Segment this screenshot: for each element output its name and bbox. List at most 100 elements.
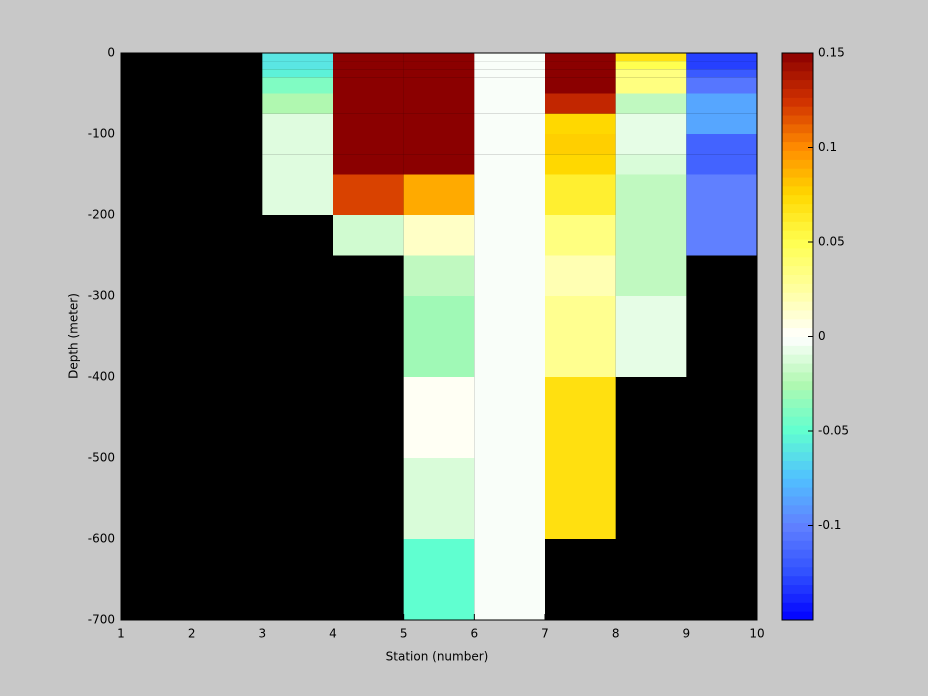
- x-tick-label: 9: [683, 627, 691, 641]
- y-tick-label: -400: [88, 370, 115, 384]
- heat-cell: [333, 113, 404, 134]
- colorbar-step: [782, 451, 813, 462]
- heat-cell: [474, 134, 545, 155]
- heat-cell: [615, 53, 687, 62]
- colorbar-step: [782, 168, 813, 178]
- heat-cell: [474, 61, 545, 70]
- heat-cell: [686, 174, 757, 215]
- heat-cell: [545, 77, 616, 94]
- heat-cell: [333, 154, 404, 175]
- heat-cell: [333, 174, 404, 215]
- colorbar-step: [782, 460, 813, 470]
- colorbar-step: [782, 566, 813, 577]
- y-tick-label: -600: [88, 532, 115, 546]
- x-tick-label: 2: [188, 627, 196, 641]
- heat-cell: [545, 69, 616, 78]
- colorbar-step: [782, 398, 813, 408]
- heat-cell: [333, 61, 404, 70]
- colorbar-tick-label: 0: [818, 329, 826, 343]
- colorbar-step: [782, 203, 813, 213]
- heat-cell: [474, 113, 545, 134]
- colorbar-step: [782, 478, 813, 488]
- heat-cell: [615, 296, 687, 377]
- heat-cell: [403, 255, 475, 296]
- heat-cell: [615, 215, 687, 256]
- heat-cell: [615, 134, 687, 155]
- heat-cell: [333, 77, 404, 94]
- heat-cell: [403, 77, 475, 94]
- x-axis-label: Station (number): [386, 650, 489, 664]
- colorbar-step: [782, 212, 813, 222]
- heat-cell: [262, 154, 333, 175]
- colorbar-step: [782, 540, 813, 550]
- colorbar-step: [782, 487, 813, 497]
- colorbar-step: [782, 531, 813, 541]
- heat-cell: [262, 134, 333, 155]
- heat-cell: [686, 53, 757, 62]
- heat-cell: [474, 377, 545, 458]
- y-tick-label: -100: [88, 127, 115, 141]
- colorbar-step: [782, 79, 813, 89]
- colorbar-step: [782, 549, 813, 559]
- heat-cell: [545, 215, 616, 256]
- heat-cell: [686, 154, 757, 175]
- heat-cell: [474, 154, 545, 175]
- heat-cell: [403, 53, 475, 62]
- colorbar-step: [782, 141, 813, 151]
- heat-cell: [403, 61, 475, 70]
- colorbar-step: [782, 301, 813, 311]
- heat-cell: [474, 458, 545, 539]
- heat-cell: [686, 93, 757, 114]
- colorbar-step: [782, 292, 813, 302]
- heat-cell: [262, 69, 333, 78]
- colorbar-step: [782, 442, 813, 453]
- heat-cell: [403, 93, 475, 114]
- heat-cell: [262, 113, 333, 134]
- heat-cell: [403, 215, 475, 256]
- colorbar-step: [782, 557, 813, 568]
- heat-cell: [262, 53, 333, 62]
- heat-cell: [686, 69, 757, 78]
- x-tick-label: 1: [117, 627, 125, 641]
- heat-cell: [474, 69, 545, 78]
- heat-cell: [474, 296, 545, 377]
- colorbar-step: [782, 150, 813, 160]
- colorbar-step: [782, 407, 813, 417]
- colorbar-step: [782, 106, 813, 116]
- heat-cell: [474, 174, 545, 215]
- colorbar-tick-label: -0.05: [818, 424, 849, 438]
- heat-cell: [545, 93, 616, 114]
- colorbar-step: [782, 239, 813, 249]
- heat-cell: [615, 174, 687, 215]
- heat-cell: [262, 174, 333, 215]
- colorbar-step: [782, 70, 813, 81]
- heat-cell: [474, 255, 545, 296]
- colorbar-step: [782, 416, 813, 426]
- heat-cell: [686, 215, 757, 256]
- colorbar-tick-label: 0.1: [818, 140, 837, 154]
- colorbar-step: [782, 433, 813, 444]
- colorbar-step: [782, 185, 813, 196]
- y-tick-label: -700: [88, 613, 115, 627]
- colorbar-step: [782, 177, 813, 187]
- heat-cell: [686, 77, 757, 94]
- heat-cell: [333, 134, 404, 155]
- heat-cell: [474, 215, 545, 256]
- heat-cell: [403, 113, 475, 134]
- y-axis-label: Depth (meter): [67, 293, 81, 379]
- x-tick-label: 5: [400, 627, 408, 641]
- heat-cell: [262, 93, 333, 114]
- colorbar-step: [782, 389, 813, 400]
- heat-cell: [686, 61, 757, 70]
- colorbar-tick-label: -0.1: [818, 518, 841, 532]
- heat-cell: [333, 69, 404, 78]
- x-tick-label: 10: [749, 627, 764, 641]
- heat-cell: [615, 69, 687, 78]
- heat-cell: [474, 77, 545, 94]
- heat-cell: [333, 215, 404, 256]
- colorbar-step: [782, 354, 813, 364]
- heat-cell: [403, 296, 475, 377]
- heat-cell: [545, 296, 616, 377]
